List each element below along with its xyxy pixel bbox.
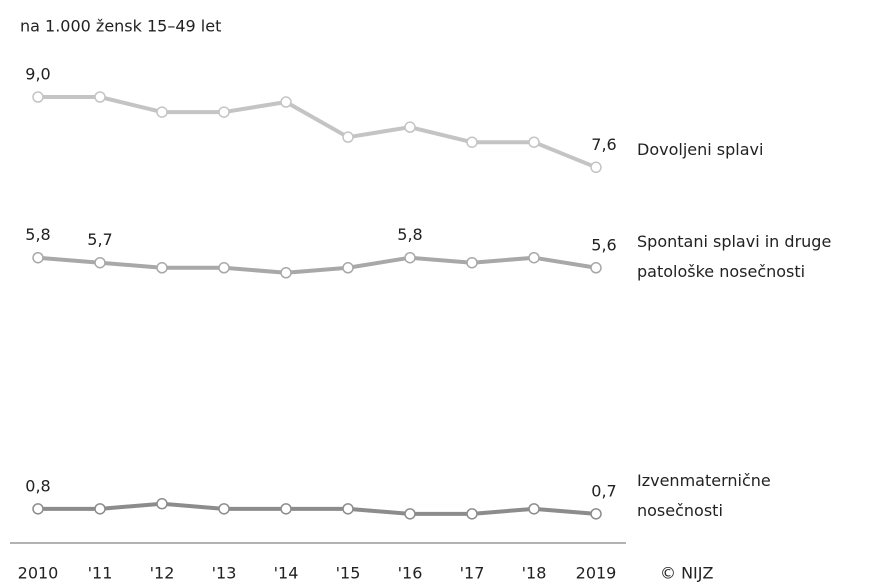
x-tick-label: '18 <box>522 564 547 583</box>
marker <box>404 508 416 520</box>
marker <box>466 136 478 148</box>
marker <box>590 508 602 520</box>
marker <box>342 503 354 515</box>
data-label: 9,0 <box>25 65 50 84</box>
data-label: 0,7 <box>591 481 616 500</box>
x-tick-label: 2010 <box>18 564 59 583</box>
series-line <box>38 95 597 170</box>
x-tick-label: '17 <box>460 564 485 583</box>
series-line <box>37 255 597 275</box>
marker <box>280 267 292 279</box>
legend-label: Dovoljeni splavi <box>637 140 764 159</box>
marker <box>156 106 168 118</box>
source: © NIJZ <box>660 564 713 583</box>
marker <box>32 503 44 515</box>
marker <box>590 161 602 174</box>
marker <box>94 91 106 103</box>
marker <box>404 251 416 264</box>
data-label: 5,8 <box>25 225 50 244</box>
data-label: 0,8 <box>25 476 50 495</box>
marker <box>94 503 106 515</box>
series-line <box>38 501 597 516</box>
data-label: 5,6 <box>591 235 616 254</box>
marker <box>218 262 230 274</box>
marker <box>32 251 44 264</box>
marker <box>280 503 292 515</box>
legend-label: Spontani splavi in druge patološke noseč… <box>637 232 832 281</box>
marker <box>218 503 230 515</box>
marker <box>342 131 354 143</box>
x-tick-label: '12 <box>150 564 175 583</box>
x-tick-label: '15 <box>336 564 361 583</box>
x-tick-label: '14 <box>274 564 299 583</box>
x-tick-label: '16 <box>398 564 423 583</box>
legend-label: Izvenmaternične nosečnosti <box>637 471 771 520</box>
marker <box>528 251 540 264</box>
marker <box>156 262 168 274</box>
marker <box>404 121 416 133</box>
x-tick-label: '13 <box>212 564 237 583</box>
marker <box>280 96 292 108</box>
data-label: 5,8 <box>397 225 422 244</box>
x-tick-label: '11 <box>88 564 113 583</box>
marker <box>528 136 540 148</box>
marker <box>94 256 106 269</box>
marker <box>32 91 44 103</box>
subtitle: na 1.000 žensk 15–49 let <box>20 17 221 36</box>
marker <box>528 503 540 515</box>
x-tick-label: 2019 <box>576 564 617 583</box>
marker <box>590 262 602 274</box>
marker <box>156 498 168 510</box>
marker <box>218 106 230 118</box>
marker <box>466 256 478 269</box>
data-label: 7,6 <box>591 135 616 154</box>
marker <box>342 262 354 274</box>
marker <box>466 508 478 520</box>
data-label: 5,7 <box>87 230 112 249</box>
